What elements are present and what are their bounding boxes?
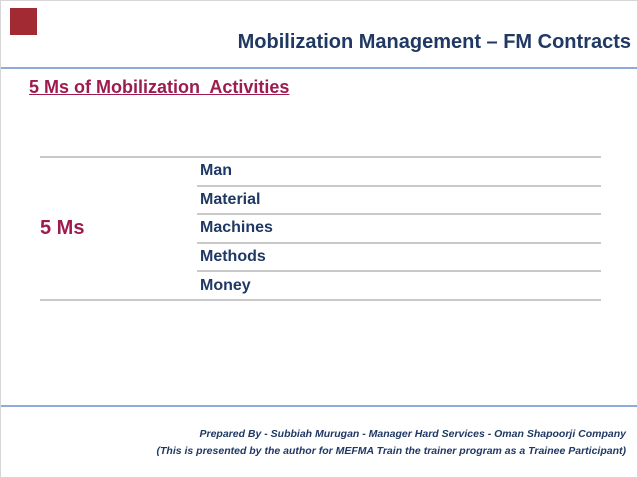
footer-credits: Prepared By - Subbiah Murugan - Manager … — [157, 426, 627, 460]
slide-title: Mobilization Management – FM Contracts — [237, 31, 631, 53]
table-label-cell: 5 Ms — [40, 158, 197, 299]
footer-line-1: Prepared By - Subbiah Murugan - Manager … — [199, 428, 626, 440]
footer-line-2: (This is presented by the author for MEF… — [156, 445, 627, 457]
five-ms-table: 5 Ms Man Material Machines Methods Money — [40, 156, 601, 301]
table-rows: Man Material Machines Methods Money — [197, 158, 601, 299]
footer-divider-line — [1, 405, 637, 407]
table-row: Methods — [197, 244, 601, 273]
table-row: Material — [197, 187, 601, 216]
table-row: Man — [197, 158, 601, 187]
table-row: Money — [200, 276, 251, 294]
table-row-label: 5 Ms — [40, 217, 85, 239]
table-row: Machines — [197, 215, 601, 244]
header-divider-line — [1, 67, 637, 69]
section-heading: 5 Ms of Mobilization Activities — [29, 77, 290, 97]
corner-square-decoration — [10, 8, 37, 35]
